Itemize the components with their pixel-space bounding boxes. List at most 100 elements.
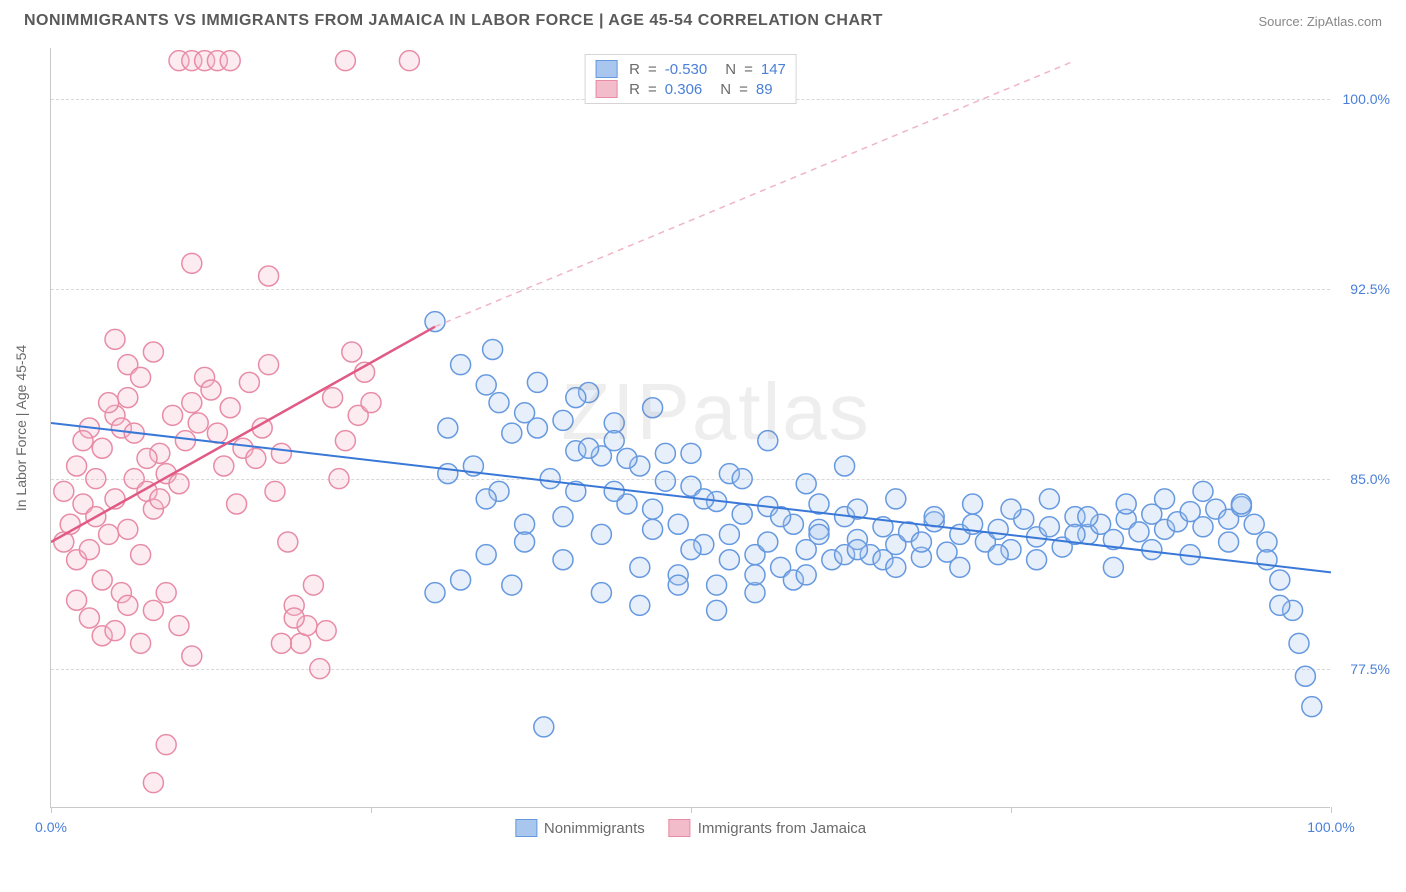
scatter-point xyxy=(73,431,93,451)
scatter-point xyxy=(847,540,867,560)
scatter-point xyxy=(399,51,419,71)
scatter-point xyxy=(553,550,573,570)
scatter-point xyxy=(169,474,189,494)
scatter-point xyxy=(1244,514,1264,534)
scatter-point xyxy=(143,600,163,620)
legend-correlation: R = -0.530 N = 147 R = 0.306 N = 89 xyxy=(584,54,797,104)
scatter-point xyxy=(1142,540,1162,560)
scatter-point xyxy=(617,448,637,468)
scatter-point xyxy=(143,773,163,793)
scatter-point xyxy=(1155,489,1175,509)
scatter-point xyxy=(924,507,944,527)
scatter-point xyxy=(271,443,291,463)
scatter-point xyxy=(335,431,355,451)
scatter-point xyxy=(329,469,349,489)
scatter-point xyxy=(1116,494,1136,514)
scatter-point xyxy=(156,583,176,603)
scatter-point xyxy=(316,621,336,641)
scatter-point xyxy=(719,524,739,544)
legend-item: Nonimmigrants xyxy=(515,819,645,837)
scatter-point xyxy=(92,570,112,590)
scatter-point xyxy=(719,550,739,570)
scatter-point xyxy=(643,519,663,539)
scatter-point xyxy=(361,393,381,413)
legend-n-label: N xyxy=(725,61,736,78)
scatter-point xyxy=(886,557,906,577)
scatter-point xyxy=(451,570,471,590)
scatter-point xyxy=(489,393,509,413)
scatter-point xyxy=(655,443,675,463)
scatter-point xyxy=(239,372,259,392)
legend-r-label: R xyxy=(629,61,640,78)
scatter-point xyxy=(137,448,157,468)
scatter-point xyxy=(291,633,311,653)
scatter-point xyxy=(156,735,176,755)
scatter-point xyxy=(182,393,202,413)
scatter-point xyxy=(1027,550,1047,570)
scatter-point xyxy=(963,494,983,514)
scatter-point xyxy=(1231,494,1251,514)
scatter-point xyxy=(67,456,87,476)
scatter-point xyxy=(707,600,727,620)
legend-r-value: 0.306 xyxy=(665,81,703,98)
scatter-point xyxy=(502,423,522,443)
scatter-point xyxy=(988,545,1008,565)
scatter-point xyxy=(335,51,355,71)
scatter-point xyxy=(105,329,125,349)
legend-item: Immigrants from Jamaica xyxy=(669,819,866,837)
scatter-point xyxy=(188,413,208,433)
legend-r-label: R xyxy=(629,81,640,98)
chart-header: NONIMMIGRANTS VS IMMIGRANTS FROM JAMAICA… xyxy=(0,0,1406,36)
scatter-point xyxy=(1001,499,1021,519)
scatter-point xyxy=(681,443,701,463)
scatter-point xyxy=(227,494,247,514)
scatter-point xyxy=(534,717,554,737)
scatter-point xyxy=(323,388,343,408)
ytick-label: 100.0% xyxy=(1335,91,1390,107)
xtick xyxy=(1331,807,1332,813)
scatter-point xyxy=(118,595,138,615)
scatter-point xyxy=(745,565,765,585)
scatter-point xyxy=(143,342,163,362)
legend-swatch xyxy=(515,819,537,837)
scatter-point xyxy=(1039,489,1059,509)
scatter-point xyxy=(707,575,727,595)
scatter-point xyxy=(259,266,279,286)
scatter-point xyxy=(1219,532,1239,552)
scatter-point xyxy=(278,532,298,552)
scatter-point xyxy=(1078,507,1098,527)
scatter-point xyxy=(553,507,573,527)
scatter-point xyxy=(182,253,202,273)
scatter-point xyxy=(131,545,151,565)
scatter-point xyxy=(835,456,855,476)
scatter-point xyxy=(182,646,202,666)
scatter-point xyxy=(668,514,688,534)
scatter-point xyxy=(591,524,611,544)
legend-swatch xyxy=(669,819,691,837)
scatter-point xyxy=(1103,557,1123,577)
legend-series: Nonimmigrants Immigrants from Jamaica xyxy=(515,819,866,837)
scatter-point xyxy=(438,464,458,484)
scatter-point xyxy=(118,388,138,408)
scatter-point xyxy=(591,583,611,603)
legend-n-value: 89 xyxy=(756,81,773,98)
scatter-point xyxy=(1302,697,1322,717)
y-axis-label: In Labor Force | Age 45-54 xyxy=(13,344,29,510)
scatter-point xyxy=(1193,481,1213,501)
scatter-point xyxy=(476,545,496,565)
scatter-svg xyxy=(51,48,1331,808)
scatter-point xyxy=(643,398,663,418)
scatter-point xyxy=(1129,522,1149,542)
scatter-point xyxy=(207,423,227,443)
scatter-point xyxy=(99,524,119,544)
scatter-point xyxy=(163,405,183,425)
scatter-point xyxy=(732,469,752,489)
scatter-point xyxy=(911,532,931,552)
scatter-point xyxy=(553,410,573,430)
scatter-point xyxy=(476,489,496,509)
scatter-point xyxy=(950,557,970,577)
scatter-point xyxy=(175,431,195,451)
scatter-point xyxy=(796,474,816,494)
scatter-point xyxy=(79,540,99,560)
ytick-label: 85.0% xyxy=(1335,471,1390,487)
